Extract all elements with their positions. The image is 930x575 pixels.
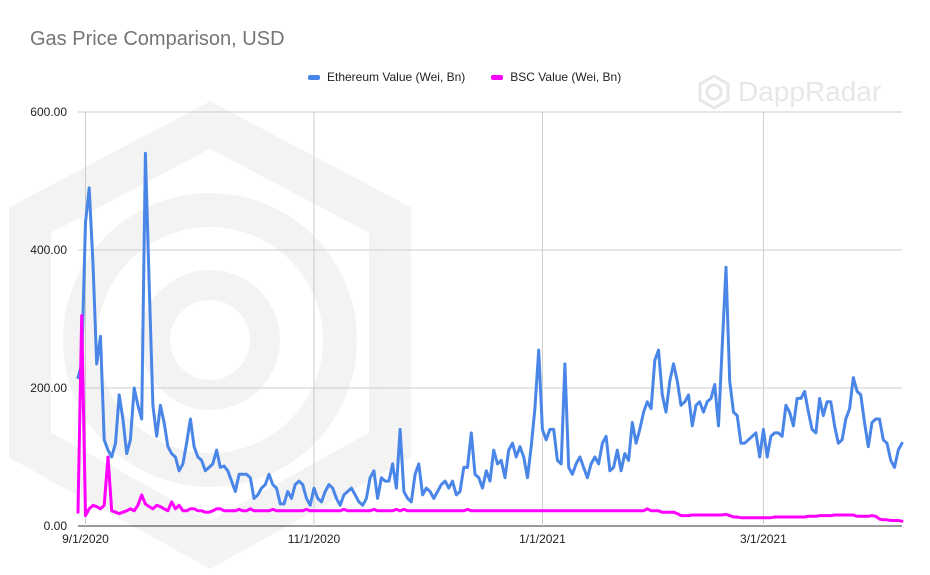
x-tick-label: 11/1/2020 [288, 532, 341, 546]
dappradar-watermark: DappRadar [696, 74, 881, 110]
y-tick-label: 0.00 [44, 519, 68, 533]
legend-item-bsc[interactable]: BSC Value (Wei, Bn) [491, 70, 621, 84]
legend-swatch-bsc [491, 74, 504, 80]
y-axis-ticks: 0.00 200.00 400.00 600.00 [30, 105, 67, 533]
series-line-ethereum[interactable] [76, 151, 904, 507]
x-tick-label: 1/1/2021 [519, 532, 566, 546]
dappradar-logo-icon [698, 74, 730, 110]
y-tick-label: 400.00 [30, 243, 67, 257]
gridlines [78, 111, 902, 527]
x-axis-ticks: 9/1/2020 11/1/2020 1/1/2021 3/1/2021 [62, 532, 787, 546]
y-tick-label: 200.00 [30, 381, 67, 395]
x-tick-label: 3/1/2021 [740, 532, 787, 546]
watermark-text: DappRadar [738, 76, 882, 107]
series-lines [76, 151, 904, 523]
legend-item-ethereum[interactable]: Ethereum Value (Wei, Bn) [308, 70, 465, 84]
legend: Ethereum Value (Wei, Bn) BSC Value (Wei,… [308, 70, 621, 84]
series-line-bsc[interactable] [76, 314, 904, 523]
y-tick-label: 600.00 [30, 105, 67, 119]
legend-label-ethereum: Ethereum Value (Wei, Bn) [327, 70, 466, 84]
legend-label-bsc: BSC Value (Wei, Bn) [510, 70, 622, 84]
chart-title: Gas Price Comparison, USD [30, 28, 285, 50]
legend-swatch-ethereum [308, 74, 320, 80]
x-tick-label: 9/1/2020 [62, 532, 109, 546]
